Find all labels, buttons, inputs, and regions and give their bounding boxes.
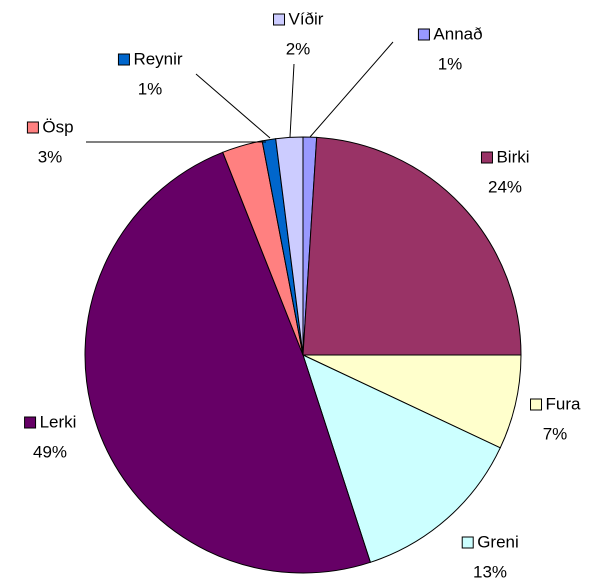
category-label: Annað bbox=[433, 24, 482, 43]
legend-key bbox=[461, 536, 474, 549]
category-label: Ösp bbox=[42, 117, 73, 136]
legend-key bbox=[417, 28, 430, 41]
value-label: 7% bbox=[543, 424, 568, 443]
slice-label: Greni 13% bbox=[461, 532, 519, 581]
slice-label: Fura 7% bbox=[530, 394, 582, 443]
category-label: Greni bbox=[477, 532, 519, 551]
category-label: Lerki bbox=[40, 412, 77, 431]
pie-slice bbox=[84, 151, 371, 574]
pie-slice bbox=[302, 136, 522, 356]
pie-slice bbox=[275, 136, 304, 356]
slice-label: Lerki 49% bbox=[24, 412, 77, 461]
leader-lines bbox=[86, 41, 394, 143]
category-label: Fura bbox=[546, 394, 582, 413]
leader-line bbox=[195, 73, 271, 139]
slice-label: Annað 1% bbox=[417, 24, 483, 73]
slice-label: Ösp 3% bbox=[26, 117, 74, 166]
leader-line bbox=[309, 41, 394, 138]
legend-key bbox=[273, 13, 286, 26]
category-label: Víðir bbox=[289, 9, 324, 28]
pie bbox=[84, 136, 522, 574]
slice-label: Víðir 2% bbox=[273, 9, 324, 58]
leader-line bbox=[289, 63, 295, 138]
value-label: 3% bbox=[38, 147, 63, 166]
value-label: 2% bbox=[286, 39, 311, 58]
category-label: Reynir bbox=[133, 49, 182, 68]
legend-key bbox=[24, 416, 37, 429]
legend-key bbox=[26, 121, 39, 134]
value-label: 1% bbox=[438, 54, 463, 73]
value-label: 49% bbox=[33, 442, 67, 461]
slice-label: Birki 24% bbox=[480, 147, 530, 196]
legend-key bbox=[530, 398, 543, 411]
legend-key bbox=[117, 53, 130, 66]
legend-key bbox=[480, 151, 493, 164]
category-label: Birki bbox=[496, 147, 529, 166]
value-label: 24% bbox=[488, 177, 522, 196]
value-label: 1% bbox=[138, 79, 163, 98]
pie-slice bbox=[302, 354, 501, 563]
slice-label: Reynir 1% bbox=[117, 49, 183, 98]
value-label: 13% bbox=[473, 562, 507, 581]
